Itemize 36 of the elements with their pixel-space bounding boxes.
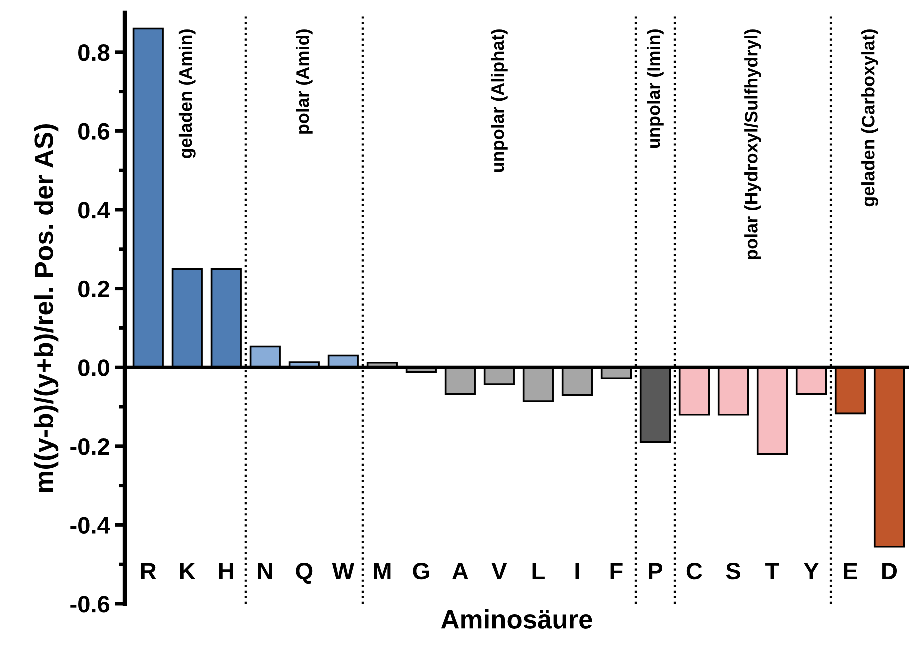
x-tick-label: T xyxy=(766,563,780,580)
x-tick-label: F xyxy=(610,563,623,580)
annotation: geladen (Carboxylat) xyxy=(862,30,878,207)
x-tick-label: C xyxy=(686,562,702,580)
x-tick-label: K xyxy=(180,563,196,580)
x-tick-label: Y xyxy=(804,563,819,580)
y-tick-label: 0.6 xyxy=(78,123,110,140)
x-tick-label: V xyxy=(492,563,508,580)
x-tick-label: E xyxy=(844,563,858,580)
annotation: polar (Hydroxyl/Sulfhydryl) xyxy=(744,30,762,260)
y-axis-title: m((y-b)/(y+b)/rel. Pos. der AS) xyxy=(34,124,59,492)
annotation: geladen (Amin) xyxy=(178,30,196,158)
x-axis-title: Aminosäure xyxy=(441,610,592,629)
y-tick-label: -0.4 xyxy=(70,517,110,534)
x-tick-label: N xyxy=(258,563,272,580)
x-tick-label: W xyxy=(332,563,355,580)
annotation: polar (Amid) xyxy=(296,30,313,134)
x-tick-label: G xyxy=(413,562,430,580)
y-tick-label: 0.8 xyxy=(78,44,110,62)
x-tick-label: Q xyxy=(296,562,313,584)
x-tick-label: D xyxy=(882,563,898,580)
y-tick-label: 0.0 xyxy=(78,360,110,376)
x-tick-label: S xyxy=(726,562,740,580)
x-tick-label: P xyxy=(649,563,663,580)
x-tick-label: M xyxy=(374,563,391,580)
annotation: unpolar (Aliphat) xyxy=(491,30,508,172)
x-tick-label: H xyxy=(219,563,234,580)
x-tick-label: I xyxy=(576,563,580,580)
x-tick-label: R xyxy=(141,563,156,580)
y-tick-label: 0.4 xyxy=(78,202,110,219)
x-tick-label: L xyxy=(532,563,545,580)
annotation: unpolar (Imin) xyxy=(647,30,664,148)
y-tick-label: 0.2 xyxy=(78,280,110,298)
y-tick-label: -0.2 xyxy=(70,438,110,456)
x-tick-label: A xyxy=(452,563,468,580)
y-tick-label: -0.6 xyxy=(70,596,110,613)
